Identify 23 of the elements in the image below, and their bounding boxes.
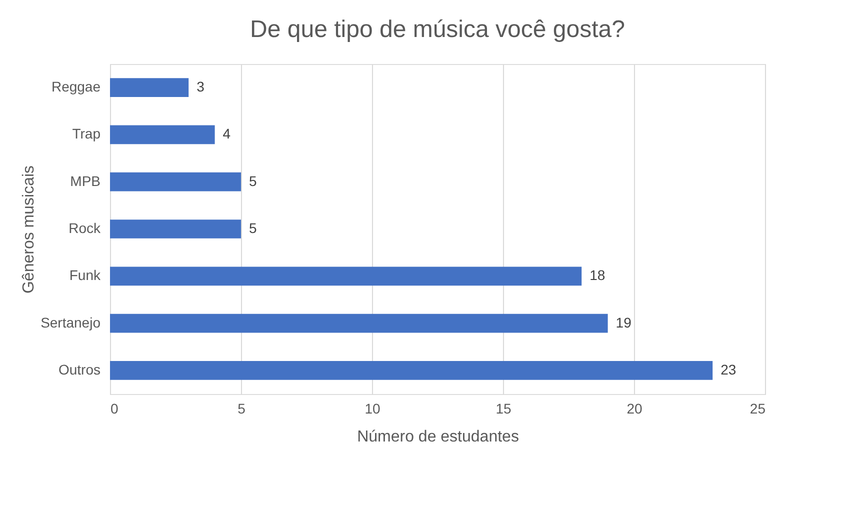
data-label: 18 [590,267,606,284]
data-label: 4 [222,126,231,142]
x-tick-label: 20 [626,400,642,416]
chart-title: De que tipo de música você gosta? [250,16,625,43]
x-tick-label: 0 [110,400,118,416]
data-label: 23 [720,361,736,378]
y-tick-label: Rock [68,220,102,236]
data-label: 19 [616,314,632,330]
y-tick-label: Sertanejo [40,314,101,330]
data-label: 5 [249,172,257,189]
y-tick-label: Funk [69,267,102,284]
x-tick-label: 10 [364,400,380,416]
x-axis-title: Número de estudantes [357,428,519,446]
y-axis-title: Gêneros musicais [20,165,38,294]
x-tick-label: 25 [750,400,766,416]
y-tick-label: MPB [70,172,100,189]
data-label: 3 [196,78,205,95]
y-tick-label: Reggae [51,78,101,95]
y-tick-label: Outros [58,361,100,378]
y-tick-label: Trap [72,126,101,142]
x-tick-label: 15 [496,400,512,416]
data-label: 5 [249,220,257,236]
x-tick-label: 5 [238,400,246,416]
